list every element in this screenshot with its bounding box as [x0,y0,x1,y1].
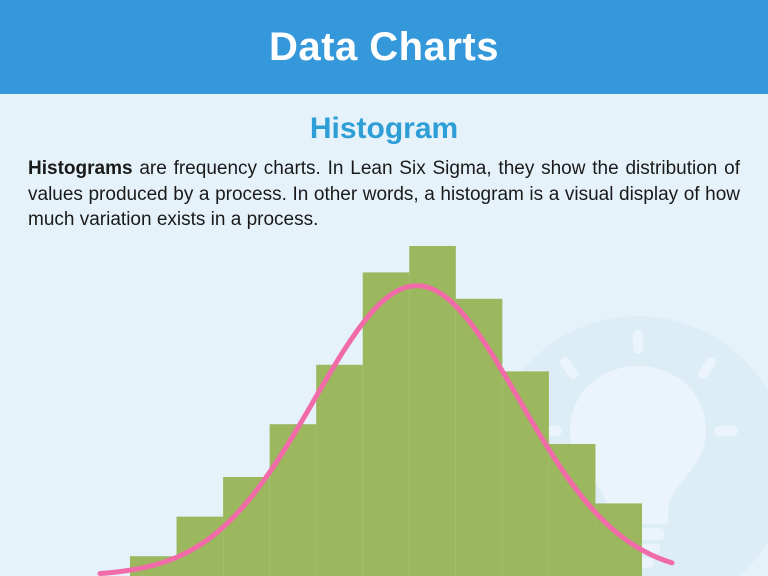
histogram-bar [595,503,642,576]
histogram-bar [409,246,456,576]
page: Data Charts Histogram Histograms are fre… [0,0,768,576]
histogram-bar [502,371,549,576]
histogram-bar [270,424,317,576]
content-body: Histogram Histograms are frequency chart… [0,94,768,576]
header-bar: Data Charts [0,0,768,94]
chart-subtitle: Histogram [0,94,768,146]
histogram-bar [223,477,270,576]
page-title: Data Charts [269,25,499,70]
description-text: Histograms are frequency charts. In Lean… [0,156,768,233]
description-rest: are frequency charts. In Lean Six Sigma,… [28,158,740,230]
description-bold: Histograms [28,158,133,179]
histogram-bar [456,299,503,576]
histogram-chart [0,246,768,576]
histogram-bar [316,365,363,576]
histogram-svg [0,246,768,576]
